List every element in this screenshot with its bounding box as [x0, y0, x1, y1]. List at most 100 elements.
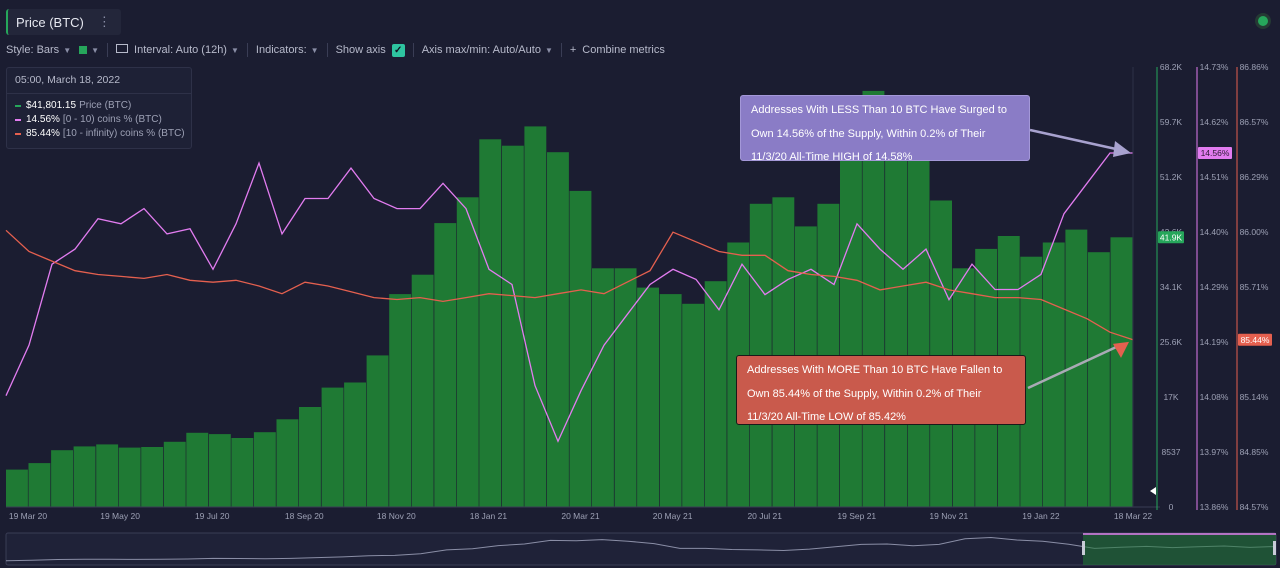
price-bar — [1020, 256, 1043, 507]
combine-metrics-button[interactable]: + Combine metrics — [570, 44, 665, 56]
small-axis-tick: 14.73% — [1200, 62, 1229, 72]
combine-metrics-label: Combine metrics — [582, 44, 665, 56]
price-bar — [592, 268, 614, 507]
price-bar — [456, 197, 479, 508]
style-label: Style: Bars — [6, 44, 60, 56]
price-axis-tick: 25.6K — [1160, 337, 1183, 347]
tooltip-name: [10 - infinity) coins % (BTC) — [62, 128, 185, 139]
price-bar — [96, 444, 119, 507]
indicators-dropdown[interactable]: Indicators: ▼ — [256, 44, 319, 56]
price-bar — [659, 294, 682, 507]
tooltip-row-small: 14.56% [0 - 10) coins % (BTC) — [15, 114, 162, 125]
large-axis-tick: 84.85% — [1240, 447, 1269, 457]
small-axis-tick: 14.51% — [1200, 172, 1229, 182]
annotation-small-holders: Addresses With LESS Than 10 BTC Have Sur… — [740, 95, 1030, 163]
top-bar: Price (BTC) ⋮ — [0, 0, 1280, 40]
tooltip-date: 05:00, March 18, 2022 — [15, 74, 121, 86]
chevron-down-icon: ▼ — [310, 46, 319, 55]
large-axis-tick: 85.71% — [1240, 282, 1269, 292]
price-bar — [163, 441, 186, 507]
metric-tab-label: Price (BTC) — [16, 14, 84, 30]
tooltip-value: $41,801.15 — [26, 100, 77, 111]
price-axis-tick: 17K — [1163, 392, 1178, 402]
price-last-value: 41.9K — [1160, 232, 1183, 242]
small-last-value: 14.56% — [1201, 148, 1230, 158]
tooltip-value: 85.44% — [26, 128, 60, 139]
interval-dropdown[interactable]: Interval: Auto (12h) ▼ — [116, 44, 239, 56]
price-bar — [141, 447, 164, 507]
price-bar — [231, 438, 254, 507]
x-axis-tick: 19 Sep 21 — [837, 511, 876, 521]
tooltip-name: Price (BTC) — [79, 100, 132, 111]
show-axis-toggle[interactable]: Show axis ✓ — [336, 43, 405, 57]
price-bar — [682, 303, 705, 507]
divider — [7, 93, 191, 94]
price-bar — [840, 110, 862, 507]
x-axis-tick: 19 Jul 20 — [195, 511, 230, 521]
price-bar — [208, 434, 231, 507]
price-bar — [366, 355, 389, 507]
divider — [107, 43, 109, 57]
chevron-down-icon[interactable]: ▼ — [91, 45, 100, 55]
price-bar — [569, 190, 592, 507]
divider — [560, 43, 562, 57]
x-axis-tick: 18 Mar 22 — [1114, 511, 1153, 521]
navigator — [5, 532, 1277, 566]
chart-tooltip: 05:00, March 18, 2022 $41,801.15 Price (… — [6, 67, 192, 149]
navigator-window — [1083, 533, 1276, 565]
axis-minmax-dropdown[interactable]: Axis max/min: Auto/Auto ▼ — [422, 44, 553, 56]
plus-icon: + — [569, 44, 577, 56]
price-axis-tick: 8537 — [1162, 447, 1181, 457]
small-axis-tick: 14.29% — [1200, 282, 1229, 292]
price-axis-tick: 34.1K — [1160, 282, 1183, 292]
x-axis-tick: 19 Mar 20 — [9, 511, 48, 521]
tooltip-value: 14.56% — [26, 114, 60, 125]
cursor-marker-icon — [1150, 487, 1156, 495]
checkbox-checked-icon[interactable]: ✓ — [391, 43, 405, 57]
small-holders-line — [5, 152, 1133, 443]
large-axis-tick: 86.00% — [1240, 227, 1269, 237]
chevron-down-icon: ▼ — [544, 46, 553, 55]
annotation-large-holders: Addresses With MORE Than 10 BTC Have Fal… — [736, 355, 1026, 425]
small-axis-tick: 14.40% — [1200, 227, 1229, 237]
price-axis-tick: 0 — [1169, 502, 1174, 512]
price-bar — [772, 197, 795, 508]
price-bar — [1087, 252, 1110, 507]
tooltip-row-price: $41,801.15 Price (BTC) — [15, 100, 131, 111]
annotation-arrow-top — [1029, 128, 1126, 153]
calendar-icon — [116, 44, 129, 53]
price-bar — [885, 132, 907, 508]
navigator-handle-right — [1273, 541, 1276, 555]
small-axis-tick: 13.86% — [1200, 502, 1229, 512]
small-last-value-badge — [1198, 147, 1232, 159]
price-bar — [321, 387, 344, 507]
small-axis-tick: 14.62% — [1200, 117, 1229, 127]
metric-tab-price[interactable]: Price (BTC) ⋮ — [6, 9, 121, 35]
x-axis-tick: 19 May 20 — [100, 511, 140, 521]
more-icon[interactable]: ⋮ — [97, 14, 111, 29]
price-bar — [253, 432, 276, 507]
small-axis-tick: 14.19% — [1200, 337, 1229, 347]
axes: 68.2K59.7K51.2K42.6K34.1K25.6K17K8537014… — [6, 62, 1272, 521]
price-axis-tick: 51.2K — [1160, 172, 1183, 182]
divider — [246, 43, 248, 57]
x-axis-tick: 18 Jan 21 — [470, 511, 508, 521]
divider — [412, 43, 414, 57]
x-axis-tick: 19 Nov 21 — [929, 511, 968, 521]
annotation-arrow-bottom — [1027, 344, 1120, 390]
price-bar — [28, 463, 51, 507]
legend-swatch-price — [15, 104, 21, 107]
price-bar — [930, 200, 952, 507]
arrowhead-icon — [1113, 341, 1129, 358]
price-bar — [524, 126, 547, 508]
color-swatch-icon[interactable] — [79, 46, 88, 54]
price-bar — [6, 469, 28, 507]
style-dropdown[interactable]: Style: Bars ▼ — [6, 44, 71, 56]
small-axis-tick: 14.08% — [1200, 392, 1229, 402]
price-bar — [118, 447, 141, 507]
price-bar — [1110, 237, 1133, 508]
price-last-value-badge — [1158, 231, 1184, 244]
series-lines — [5, 128, 1134, 443]
price-bar — [73, 446, 96, 507]
